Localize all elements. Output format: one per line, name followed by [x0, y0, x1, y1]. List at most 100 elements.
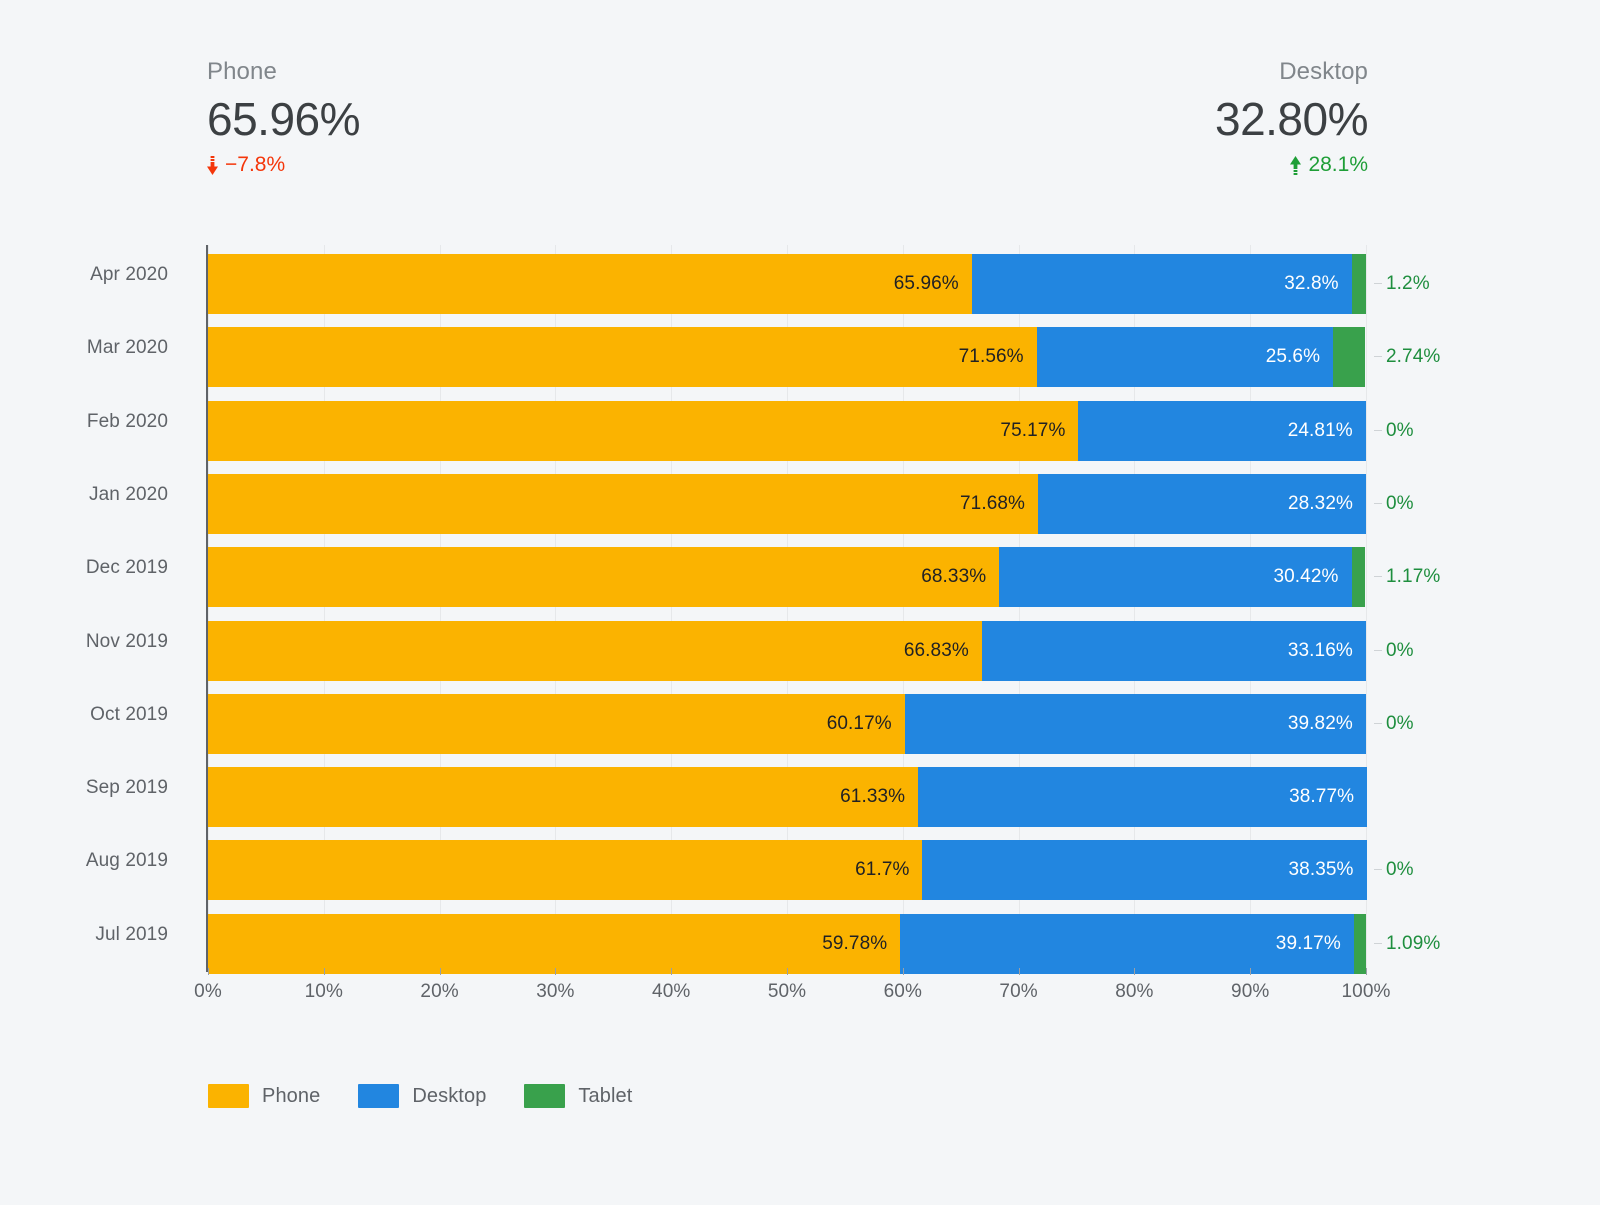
- bar-row[interactable]: 60.17% 39.82% 0%: [208, 694, 1414, 754]
- tablet-value-label: 0%: [1386, 640, 1414, 661]
- bar-row[interactable]: 61.7% 38.35% 0%: [208, 840, 1414, 900]
- scorecard-phone-delta-text: −7.8%: [225, 153, 286, 176]
- x-axis-tick-mark: [1134, 968, 1136, 975]
- bar-segment-phone[interactable]: 68.33%: [208, 547, 1000, 607]
- bar-segment-desktop[interactable]: 38.77%: [918, 767, 1368, 827]
- bar-segment-phone[interactable]: 71.68%: [208, 474, 1039, 534]
- bar-value-label: 28.32%: [1287, 493, 1353, 514]
- legend-swatch-desktop: [358, 1084, 400, 1108]
- arrow-down-icon: [207, 155, 218, 175]
- legend-item-desktop[interactable]: Desktop: [358, 1084, 486, 1108]
- bar-value-label: 32.8%: [1284, 273, 1339, 294]
- tablet-label-tick: [1374, 650, 1382, 651]
- x-axis-tick-mark: [671, 968, 673, 975]
- y-axis-label: Sep 2019: [85, 777, 168, 798]
- bar-segment-phone[interactable]: 61.7%: [208, 840, 923, 900]
- x-axis-tick-mark: [439, 968, 441, 975]
- bar-segment-desktop[interactable]: 24.81%: [1078, 401, 1366, 461]
- bar-segment-phone[interactable]: 71.56%: [208, 327, 1037, 387]
- scorecard-desktop-value: 32.80%: [1214, 93, 1369, 145]
- x-axis-tick-mark: [208, 968, 209, 975]
- bar-value-label: 33.16%: [1287, 640, 1353, 661]
- x-axis-tick-mark: [1250, 968, 1252, 975]
- y-axis-label: Apr 2020: [90, 264, 168, 285]
- bar-value-label: 38.35%: [1288, 859, 1354, 880]
- y-axis-label: Jan 2020: [89, 484, 168, 505]
- bar-value-label: 71.68%: [960, 493, 1026, 514]
- legend-item-phone[interactable]: Phone: [208, 1084, 320, 1108]
- bar-segment-desktop[interactable]: 28.32%: [1038, 474, 1366, 534]
- legend-swatch-tablet: [524, 1084, 566, 1108]
- arrow-up-icon: [1290, 155, 1302, 175]
- bar-segment-desktop[interactable]: 38.35%: [922, 840, 1367, 900]
- bar-value-label: 61.33%: [840, 786, 906, 807]
- x-axis-tick-label: 50%: [767, 981, 807, 1002]
- bar-value-label: 75.17%: [1000, 420, 1066, 441]
- bar-segment-phone[interactable]: 75.17%: [208, 401, 1079, 461]
- bar-segment-phone[interactable]: 61.33%: [208, 767, 919, 827]
- bar-segment-phone[interactable]: 66.83%: [208, 621, 982, 681]
- scorecard-phone-delta: −7.8%: [207, 152, 360, 178]
- legend-item-tablet[interactable]: Tablet: [524, 1084, 632, 1108]
- bar-value-label: 24.81%: [1287, 420, 1353, 441]
- bar-segment-tablet[interactable]: [1333, 327, 1365, 387]
- bar-value-label: 59.78%: [822, 933, 888, 954]
- tablet-label-tick: [1374, 430, 1382, 431]
- x-axis-tick-label: 0%: [194, 981, 222, 1002]
- x-axis-tick-label: 90%: [1231, 981, 1270, 1002]
- scorecard-desktop-delta: 28.1%: [1215, 152, 1368, 178]
- legend-label: Tablet: [578, 1084, 633, 1107]
- tablet-value-label: 0%: [1386, 420, 1414, 441]
- stacked-bar-chart: 65.96% 32.8% 1.2% 71.56% 25.6% 2.74% 75.17% 24.…: [0, 236, 1600, 1036]
- y-axis-label: Mar 2020: [86, 337, 168, 358]
- bar-segment-desktop[interactable]: 30.42%: [999, 547, 1352, 607]
- scorecard-desktop-title: Desktop: [1279, 58, 1368, 85]
- tablet-label-tick: [1374, 503, 1382, 504]
- x-axis: 0% 10% 20% 30% 40% 50% 60% 70% 80% 90% 100%: [194, 968, 1390, 1014]
- y-axis-label: Oct 2019: [90, 704, 168, 725]
- x-axis-tick-label: 40%: [652, 981, 691, 1002]
- x-axis-tick-mark: [555, 968, 557, 975]
- bar-row[interactable]: 71.56% 25.6% 2.74%: [208, 327, 1440, 387]
- bar-value-label: 39.17%: [1275, 933, 1341, 954]
- x-axis-tick-label: 20%: [420, 981, 459, 1002]
- tablet-label-tick: [1374, 283, 1382, 284]
- bar-row[interactable]: 59.78% 39.17% 1.09%: [208, 914, 1440, 974]
- bar-segment-tablet[interactable]: [1351, 254, 1366, 314]
- bar-value-label: 25.6%: [1265, 346, 1321, 367]
- bar-value-label: 30.42%: [1273, 566, 1339, 587]
- x-axis-tick-label: 10%: [304, 981, 343, 1002]
- x-axis-tick-mark: [1018, 968, 1020, 975]
- bar-segment-desktop[interactable]: 39.82%: [904, 694, 1366, 754]
- scorecard-phone-title: Phone: [207, 58, 277, 85]
- bar-row[interactable]: 71.68% 28.32% 0%: [208, 474, 1414, 534]
- bar-segment-desktop[interactable]: 32.8%: [971, 254, 1352, 314]
- bar-value-label: 39.82%: [1287, 713, 1353, 734]
- bar-row[interactable]: 66.83% 33.16% 0%: [208, 621, 1414, 681]
- bar-segment-desktop[interactable]: 39.17%: [900, 914, 1354, 974]
- bar-row[interactable]: 75.17% 24.81% 0%: [208, 401, 1414, 461]
- x-axis-tick-label: 70%: [999, 981, 1038, 1002]
- bar-segment-phone[interactable]: 65.96%: [208, 254, 972, 314]
- bar-segment-tablet[interactable]: [1353, 914, 1367, 974]
- y-axis-line: [206, 245, 208, 972]
- bar-value-label: 66.83%: [903, 640, 969, 661]
- bar-value-label: 61.7%: [855, 859, 910, 880]
- tablet-value-label: 0%: [1386, 493, 1414, 514]
- y-axis-label: Nov 2019: [85, 631, 168, 652]
- bar-row[interactable]: 68.33% 30.42% 1.17%: [208, 547, 1440, 607]
- bar-row[interactable]: 61.33% 38.77%: [208, 767, 1368, 827]
- bar-value-label: 60.17%: [826, 713, 892, 734]
- bar-segment-phone[interactable]: 59.78%: [208, 914, 901, 974]
- bar-value-label: 71.56%: [958, 346, 1024, 367]
- bar-row[interactable]: 65.96% 32.8% 1.2%: [208, 254, 1430, 314]
- x-axis-tick-label: 100%: [1341, 981, 1391, 1002]
- bar-segment-phone[interactable]: 60.17%: [208, 694, 905, 754]
- bar-segment-tablet[interactable]: [1351, 547, 1366, 607]
- tablet-value-label: 1.09%: [1386, 933, 1441, 954]
- bar-segment-desktop[interactable]: 25.6%: [1036, 327, 1334, 387]
- scorecard-desktop-delta-text: 28.1%: [1308, 153, 1368, 176]
- y-axis-label: Dec 2019: [85, 557, 168, 578]
- tablet-label-tick: [1374, 869, 1382, 870]
- bar-segment-desktop[interactable]: 33.16%: [981, 621, 1366, 681]
